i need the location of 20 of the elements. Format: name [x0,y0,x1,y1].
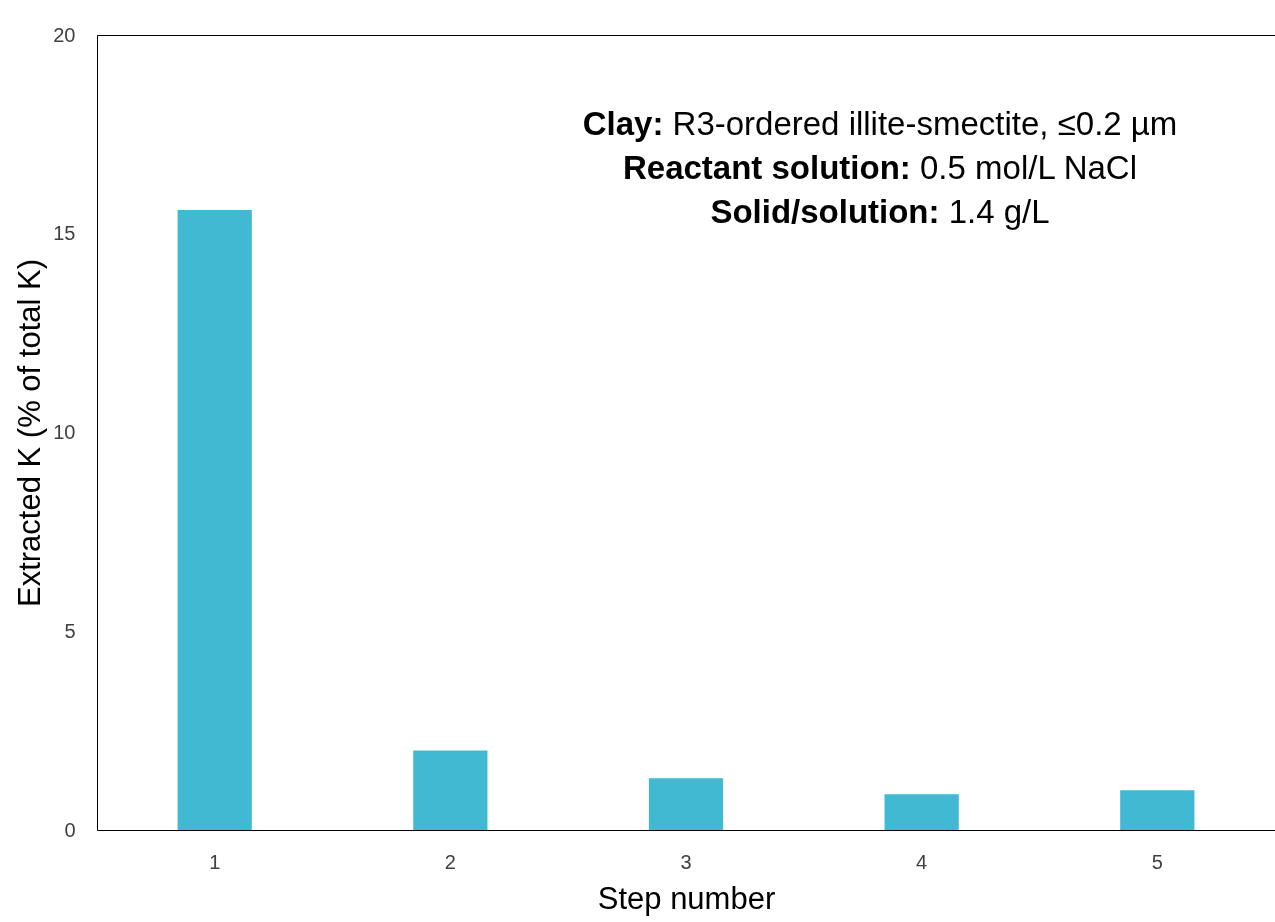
annotation: Clay: R3-ordered illite-smectite, ≤0.2 µm [581,104,1179,144]
y-axis-title: Extracted K (% of total K) [12,258,48,608]
x-axis-title: Step number [597,880,776,916]
annotation: Reactant solution: 0.5 mol/L NaCl [621,148,1139,188]
bar [177,209,252,830]
y-tick-label: 20 [53,23,76,46]
x-tick-label: 4 [916,850,928,873]
y-tick-label: 15 [53,222,76,245]
x-tick-label: 5 [1151,850,1163,873]
x-tick-label: 2 [444,850,456,873]
y-tick-label: 0 [64,818,76,841]
bar [648,778,724,830]
y-tick-label: 10 [53,421,76,443]
bar [884,794,959,830]
bar [413,750,488,830]
x-tick-label: 1 [209,850,221,873]
y-tick-label: 5 [64,619,76,642]
x-tick-label: 3 [680,850,692,873]
annotation: Solid/solution: 1.4 g/L [709,192,1051,232]
bar [1120,790,1195,830]
